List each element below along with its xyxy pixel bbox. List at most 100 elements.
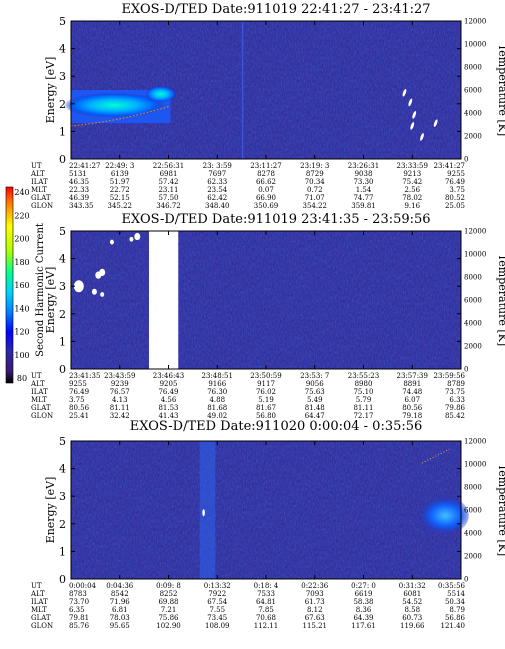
orbit-cell: 62.42 [207,194,227,202]
y-axis-label: Energy [eV] [44,57,57,124]
y-tick-label: 1 [59,545,66,558]
colorbar-tick-label: 80 [17,374,27,383]
ion-band-core [410,494,469,537]
orbit-cell: 7533 [257,590,275,598]
y2-tick-label: 12000 [464,228,486,236]
saturated-spot [91,288,97,295]
y-tick-label: 0 [59,153,66,166]
saturated-spot [129,236,134,242]
orbit-cell: 67.54 [207,598,228,606]
y2-tick-label: 4000 [464,110,482,118]
orbit-cell: 57.42 [158,178,178,186]
y2-tick-label: 10000 [464,461,486,469]
y-tick-label: 3 [59,280,66,293]
orbit-cell: 6139 [111,170,129,178]
orbit-cell: 57.50 [158,194,178,202]
orbit-cell: 56.80 [256,412,276,420]
orbit-cell: 81.67 [256,404,276,412]
orbit-cell: 85.42 [445,412,465,420]
orbit-cell: 108.09 [205,622,230,630]
orbit-cell: 112.11 [254,622,279,630]
saturated-spot [73,280,84,293]
orbit-cell: 8980 [355,380,373,388]
orbit-cell: 8542 [111,590,129,598]
orbit-cell: 23.11 [158,186,178,194]
orbit-cell: 6.33 [449,396,465,404]
orbit-cell: 66.90 [256,194,276,202]
y2-tick-label: 4000 [464,530,482,538]
orbit-cell: 9239 [111,380,129,388]
orbit-cell: 52.15 [110,194,130,202]
y2-tick-label: 8000 [464,274,482,282]
orbit-cell: 23:48:51 [202,372,233,380]
orbit-cell: 23:33:59 [397,162,428,170]
ion-band-core [145,85,177,103]
orbit-row-label: ALT [30,170,45,178]
orbit-cell: 0:13:32 [204,582,231,590]
orbit-cell: 8783 [69,590,87,598]
colorbar-ramp [5,186,14,384]
y2-tick-label: 12000 [464,18,486,26]
orbit-cell: 6.07 [404,396,420,404]
panel-title: EXOS-D/TED Date:911019 22:41:27 - 23:41:… [121,2,430,17]
orbit-cell: 46.39 [69,194,89,202]
orbit-cell: 8.79 [449,606,465,614]
orbit-cell: 102.90 [156,622,181,630]
orbit-cell: 22:41:27 [69,162,100,170]
saturated-spot [109,239,114,245]
orbit-cell: 75.42 [402,178,422,186]
y2-tick-label: 6000 [464,507,482,515]
orbit-cell: 8.36 [356,606,372,614]
y-tick-label: 3 [59,70,66,83]
colorbar: 240 220 200 180 160 140 120 100 80 Second Harmon… [5,186,46,384]
orbit-cell: 9.16 [404,202,420,210]
orbit-cell: 9213 [403,170,421,178]
orbit-cell: 23:59:56 [434,372,466,380]
saturated-spot [410,122,415,130]
y-tick-label: 0 [59,363,66,376]
orbit-cell: 23:55:23 [348,372,379,380]
orbit-cell: 73.75 [445,388,465,396]
orbit-cell: 3.75 [449,186,465,194]
orbit-row-label: UT [31,582,42,590]
orbit-cell: 6981 [160,170,178,178]
spectrogram-panel-2: EXOS-D/TED Date:911019 23:41:35 - 23:59:… [30,212,505,420]
orbit-cell: 78.03 [110,614,130,622]
orbit-row-label: ALT [30,380,45,388]
orbit-row-label: ALT [30,590,45,598]
orbit-cell: 23:41:35 [69,372,100,380]
y2-tick-label: 6000 [464,297,482,305]
orbit-cell: 62.33 [207,178,227,186]
y-tick-label: 3 [59,490,66,503]
orbit-cell: 54.52 [402,598,422,606]
orbit-cell: 79.86 [445,404,466,412]
panel-title: EXOS-D/TED Date:911019 23:41:35 - 23:59:… [121,212,430,227]
y2-tick-label: 2000 [464,553,482,561]
orbit-cell: 79.18 [402,412,422,420]
orbit-cell: 23:26:31 [348,162,379,170]
orbit-cell: 25.41 [69,412,89,420]
orbit-cell: 0:09: 8 [156,582,181,590]
orbit-cell: 79.81 [69,614,89,622]
y2-tick-label: 6000 [464,87,482,95]
y2-tick-label: 0 [464,366,468,374]
colorbar-tick-label: 220 [14,211,29,220]
saturated-spot [412,111,417,119]
orbit-cell: 7093 [306,590,324,598]
saturated-spot [420,133,424,141]
y-tick-label: 2 [59,98,66,111]
orbit-cell: 23:57:39 [397,372,428,380]
colorbar-tick-label: 120 [14,328,29,337]
orbit-row-label: MLT [31,606,47,614]
orbit-cell: 8789 [447,380,465,388]
orbit-cell: 64.47 [305,412,325,420]
orbit-cell: 71.96 [110,598,131,606]
orbit-cell: 81.53 [158,404,178,412]
orbit-cell: 8.58 [404,606,420,614]
orbit-cell: 7697 [208,170,226,178]
spectrogram-panel-1: EXOS-D/TED Date:911019 22:41:27 - 23:41:… [30,2,505,210]
orbit-cell: 5514 [447,590,465,598]
saturated-spot [402,88,407,97]
orbit-cell: 76.49 [445,178,465,186]
